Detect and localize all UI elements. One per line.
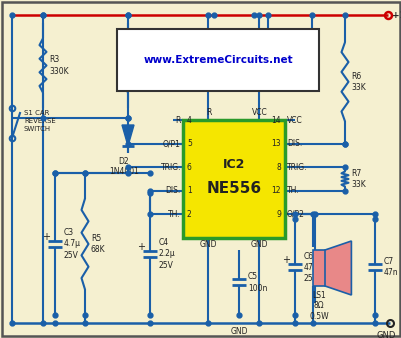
Polygon shape — [324, 241, 350, 295]
Text: GND: GND — [375, 331, 395, 338]
Text: R7
33K: R7 33K — [350, 169, 365, 189]
Text: LS1
8Ω
0.5W: LS1 8Ω 0.5W — [308, 291, 328, 321]
Text: GND: GND — [199, 240, 217, 249]
Text: IC2: IC2 — [222, 158, 245, 171]
Text: 8: 8 — [275, 163, 280, 172]
Text: C7
47n: C7 47n — [383, 257, 398, 277]
Text: TRIG.: TRIG. — [160, 163, 180, 172]
Text: D2
1N4001: D2 1N4001 — [109, 157, 139, 176]
Text: 12: 12 — [271, 186, 280, 195]
Text: C5
100n: C5 100n — [247, 272, 267, 293]
Text: C4
2.2µ
25V: C4 2.2µ 25V — [159, 238, 175, 269]
Text: 5: 5 — [186, 139, 191, 148]
Text: R: R — [175, 116, 180, 124]
Text: D1
1N4001: D1 1N4001 — [274, 58, 304, 77]
Text: R4
390K: R4 390K — [134, 55, 153, 76]
FancyBboxPatch shape — [182, 120, 284, 238]
Text: +: + — [42, 232, 50, 242]
Text: DIS.: DIS. — [286, 139, 302, 148]
Text: 14: 14 — [271, 116, 280, 124]
Text: TH.: TH. — [286, 186, 299, 195]
FancyBboxPatch shape — [312, 250, 326, 286]
Text: DIS.: DIS. — [165, 186, 180, 195]
Text: C3
4.7µ
25V: C3 4.7µ 25V — [64, 228, 81, 260]
Text: +: + — [137, 242, 145, 252]
Text: VCC: VCC — [286, 116, 302, 124]
Text: TRIG.: TRIG. — [286, 163, 307, 172]
Text: 9: 9 — [275, 210, 280, 219]
Polygon shape — [278, 42, 300, 54]
Text: www.ExtremeCircuits.net: www.ExtremeCircuits.net — [143, 55, 292, 65]
Text: 4: 4 — [186, 116, 191, 124]
Polygon shape — [122, 125, 134, 146]
FancyBboxPatch shape — [2, 2, 399, 336]
Text: VCC: VCC — [251, 108, 267, 117]
Text: R: R — [205, 108, 211, 117]
Text: +12V: +12V — [391, 10, 401, 20]
Text: 6: 6 — [186, 163, 191, 172]
Text: S1 CAR
REVERSE
SWITCH: S1 CAR REVERSE SWITCH — [24, 110, 56, 132]
Text: GND: GND — [230, 327, 247, 336]
Text: +: + — [281, 255, 289, 265]
Text: GND: GND — [250, 240, 267, 249]
Text: NE556: NE556 — [206, 181, 261, 196]
Text: 2: 2 — [186, 210, 191, 219]
Text: R3
330K: R3 330K — [49, 55, 69, 76]
Text: O/P1: O/P1 — [163, 139, 180, 148]
Text: 1: 1 — [186, 186, 191, 195]
Text: C6
47µ
25V: C6 47µ 25V — [303, 251, 318, 283]
Text: TH.: TH. — [168, 210, 180, 219]
Text: 13: 13 — [271, 139, 280, 148]
Text: R5
68K: R5 68K — [91, 234, 105, 254]
Text: R6
33K: R6 33K — [350, 72, 365, 92]
Text: O/P2: O/P2 — [286, 210, 304, 219]
